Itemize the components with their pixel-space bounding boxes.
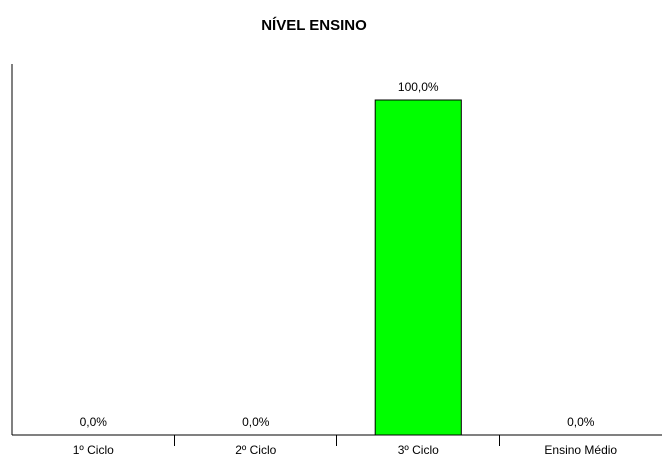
x-tick-label-1: 1º Ciclo [73,443,114,457]
chart-title: NÍVEL ENSINO [261,17,367,34]
bar-3 [374,99,462,436]
x-tick-label-2: 2º Ciclo [235,443,276,457]
data-label-4: 0,0% [567,415,595,429]
data-label-3: 100,0% [398,80,439,94]
data-label-2: 0,0% [242,415,270,429]
data-label-1: 0,0% [80,415,108,429]
plot-area: 0,0% 1º Ciclo 0,0% 2º Ciclo 100,0% 3º Ciclo 0,… [11,64,662,457]
x-tick-label-3: 3º Ciclo [398,443,439,457]
x-tick-label-4: Ensino Médio [544,443,617,457]
